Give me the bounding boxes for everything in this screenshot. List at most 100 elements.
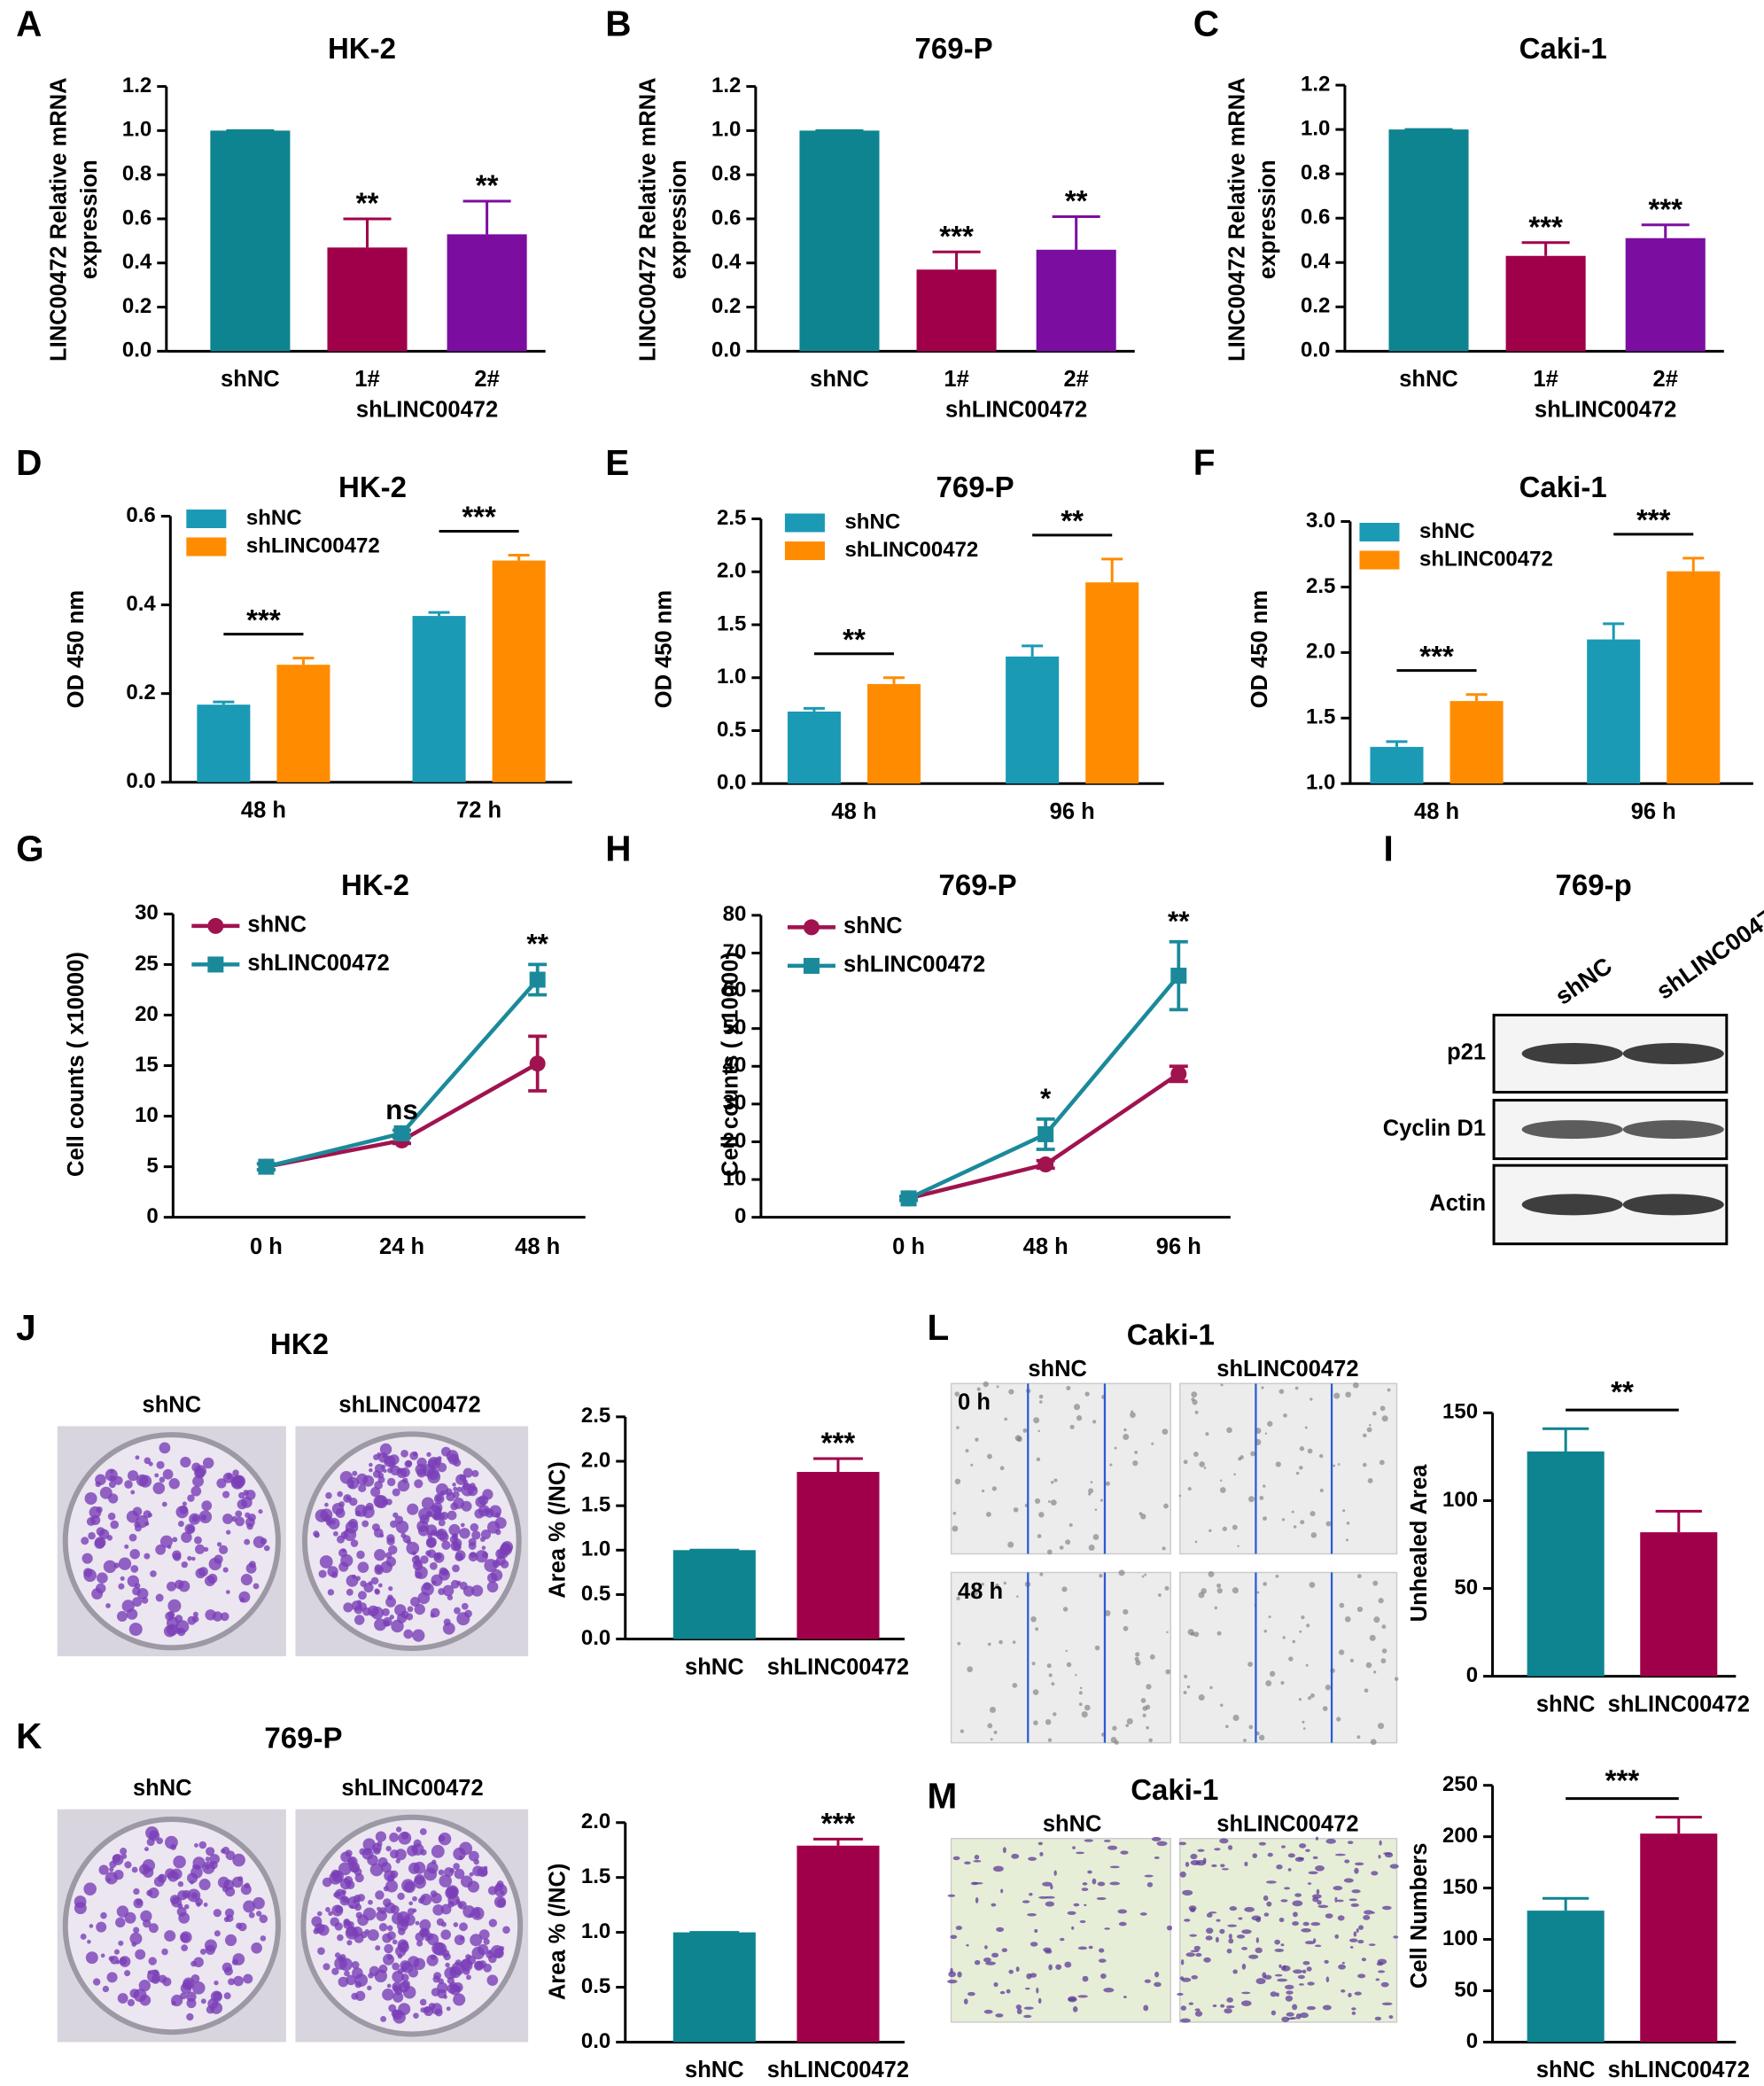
x-tick-label: 48 h bbox=[831, 799, 876, 824]
colony bbox=[161, 1501, 167, 1507]
colony bbox=[368, 1581, 373, 1585]
bar bbox=[866, 683, 921, 784]
colony bbox=[214, 1930, 221, 1937]
colony bbox=[432, 1903, 444, 1916]
colony bbox=[186, 1998, 197, 2009]
cell bbox=[1380, 1658, 1387, 1664]
cell bbox=[1216, 1919, 1221, 1922]
cell bbox=[1123, 1608, 1129, 1615]
x-tick-label: 1# bbox=[354, 367, 379, 392]
colony bbox=[410, 1597, 420, 1607]
cell bbox=[1135, 1660, 1141, 1666]
cell bbox=[1281, 1518, 1286, 1522]
cell bbox=[1293, 1525, 1297, 1529]
cell bbox=[1292, 1921, 1299, 1926]
x-tick-label: 1# bbox=[1533, 367, 1558, 392]
colony bbox=[435, 1483, 449, 1496]
colony bbox=[172, 1550, 182, 1561]
cell bbox=[975, 1437, 979, 1442]
colony bbox=[106, 1878, 112, 1882]
colony bbox=[433, 1552, 442, 1561]
colony bbox=[447, 1983, 457, 1994]
colony bbox=[136, 1474, 149, 1487]
cell bbox=[1088, 1544, 1095, 1551]
cell bbox=[1358, 1925, 1364, 1930]
y-tick-label: 0 bbox=[734, 1204, 746, 1228]
colony bbox=[354, 1510, 361, 1517]
cell bbox=[1031, 1662, 1036, 1666]
colony bbox=[346, 1926, 357, 1937]
cell bbox=[1294, 1856, 1304, 1862]
colony bbox=[356, 1550, 365, 1560]
colony bbox=[439, 1531, 449, 1542]
panel-letter: D bbox=[16, 442, 42, 483]
cell bbox=[1241, 1963, 1247, 1970]
panel-letter: B bbox=[605, 4, 631, 44]
cell bbox=[1348, 1992, 1352, 1998]
legend-label: shNC bbox=[1419, 519, 1475, 543]
colony bbox=[412, 1908, 417, 1913]
colony bbox=[367, 1985, 372, 1991]
cell bbox=[1276, 1864, 1283, 1870]
colony bbox=[253, 1536, 266, 1549]
x-tick-label: shNC bbox=[221, 367, 280, 392]
cell bbox=[1084, 1839, 1093, 1842]
colony bbox=[154, 1473, 159, 1478]
chart-title: 769-p bbox=[1556, 868, 1632, 901]
cell bbox=[1248, 1496, 1255, 1503]
significance: ns bbox=[385, 1094, 418, 1125]
cell bbox=[1393, 1935, 1399, 1939]
bar bbox=[210, 130, 291, 352]
colony bbox=[380, 1862, 392, 1873]
cell bbox=[1117, 1909, 1128, 1914]
chart-title: 769-P bbox=[936, 471, 1014, 503]
cell bbox=[1354, 1991, 1362, 1996]
colony bbox=[486, 1974, 499, 1986]
colony bbox=[226, 1529, 231, 1535]
cell bbox=[1114, 1446, 1117, 1450]
cell bbox=[1194, 2008, 1201, 2012]
colony bbox=[459, 1922, 468, 1932]
colony bbox=[341, 1889, 346, 1895]
colony bbox=[447, 1977, 455, 1985]
cell bbox=[1309, 1511, 1316, 1517]
cell bbox=[1322, 2004, 1332, 2011]
cell bbox=[1265, 1880, 1277, 1884]
image-label: shNC bbox=[133, 1776, 192, 1801]
cell bbox=[993, 1981, 999, 1988]
colony bbox=[388, 1545, 398, 1555]
colony bbox=[136, 1898, 143, 1905]
cell bbox=[1292, 1639, 1296, 1644]
cell bbox=[1219, 1487, 1226, 1493]
row-label: Actin bbox=[1429, 1191, 1486, 1216]
colony bbox=[200, 1998, 206, 2004]
cell bbox=[1263, 1484, 1266, 1488]
cell bbox=[1059, 1937, 1065, 1942]
significance: ** bbox=[1168, 905, 1190, 937]
cell bbox=[1299, 1466, 1303, 1470]
colony bbox=[115, 1917, 126, 1928]
cell bbox=[1194, 1540, 1198, 1544]
cell bbox=[1038, 1400, 1043, 1404]
cell bbox=[1324, 1959, 1329, 1964]
cell bbox=[1024, 1987, 1030, 1990]
significance: ** bbox=[476, 169, 499, 202]
cell bbox=[1050, 1499, 1057, 1506]
cell bbox=[1275, 1461, 1281, 1467]
cell bbox=[1015, 2004, 1022, 2010]
chart-title: HK2 bbox=[270, 1327, 329, 1360]
colony bbox=[358, 1483, 367, 1493]
colony bbox=[461, 1602, 469, 1610]
panel-letter: M bbox=[928, 1775, 958, 1816]
cell bbox=[1263, 1895, 1269, 1902]
cell bbox=[1012, 1640, 1016, 1644]
cell bbox=[1118, 1569, 1125, 1576]
colony bbox=[331, 1870, 344, 1883]
significance: * bbox=[1040, 1082, 1052, 1114]
colony bbox=[222, 1567, 229, 1573]
colony bbox=[396, 1911, 410, 1925]
cell bbox=[1243, 1739, 1247, 1742]
colony bbox=[214, 1980, 219, 1986]
cell bbox=[1263, 1974, 1272, 1980]
colony bbox=[98, 1864, 109, 1875]
